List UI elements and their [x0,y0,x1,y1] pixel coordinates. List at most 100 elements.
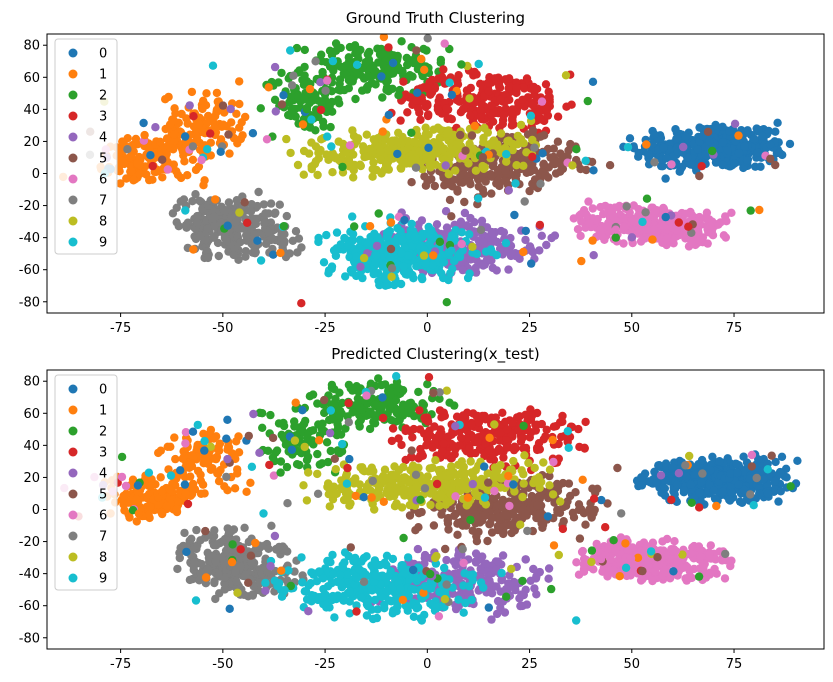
data-point-2 [371,80,380,89]
legend-marker-3 [68,111,78,121]
data-point-0 [588,77,598,87]
data-point-4 [356,262,365,271]
data-point-6 [611,225,620,234]
data-point-2 [409,58,419,68]
data-point-3 [484,87,494,96]
data-point-2 [326,446,335,456]
data-point-0 [785,139,795,149]
data-point-6 [649,225,658,234]
data-point-4 [492,266,501,275]
data-point-1 [156,473,165,482]
data-point-0 [730,159,739,168]
data-point-0 [758,132,767,141]
data-point-7 [476,225,486,235]
data-point-1 [183,171,192,180]
data-point-7 [411,163,421,172]
data-point-1 [118,137,127,146]
data-point-4 [537,231,546,240]
data-point-2 [375,50,385,59]
data-point-8 [369,158,378,167]
legend-marker-5 [68,153,78,163]
data-point-3 [506,108,516,117]
data-point-3 [567,100,576,109]
data-point-9 [409,274,418,283]
data-point-0 [279,91,288,100]
data-point-9 [381,281,390,290]
data-point-0 [734,480,743,489]
data-point-5 [492,179,501,188]
data-point-0 [625,134,635,143]
data-point-4 [516,601,525,611]
data-point-9 [468,248,477,257]
data-point-7 [188,142,198,151]
data-point-3 [399,77,408,86]
data-point-8 [349,173,358,182]
data-point-1 [162,134,172,143]
data-point-6 [706,541,715,550]
data-point-5 [559,152,568,161]
data-point-0 [654,461,663,470]
data-point-0 [650,130,659,139]
data-point-9 [369,269,378,279]
data-point-4 [442,555,451,565]
data-point-7 [291,227,301,236]
data-point-8 [365,144,374,154]
data-point-8 [519,161,528,170]
data-point-1 [191,131,201,141]
data-point-3 [450,428,459,437]
data-point-4 [501,584,511,594]
data-point-0 [424,143,433,152]
data-point-7 [261,239,271,248]
data-point-2 [442,298,451,307]
data-point-7 [236,238,245,247]
data-point-8 [387,272,396,281]
data-point-3 [401,424,411,433]
data-point-5 [551,169,561,178]
data-point-0 [718,138,728,147]
legend-label-4: 4 [99,131,107,146]
data-point-1 [202,118,212,128]
data-point-2 [351,94,360,104]
data-point-5 [445,195,455,205]
data-point-3 [502,425,512,434]
data-point-9 [384,227,394,236]
data-point-8 [370,136,379,145]
data-point-0 [538,149,547,158]
data-point-2 [572,145,581,154]
data-point-9 [399,262,408,271]
data-point-6 [537,97,547,106]
data-point-3 [466,83,475,93]
data-point-3 [472,70,481,79]
data-point-2 [347,75,356,85]
data-point-2 [313,399,322,408]
data-point-7 [203,253,213,263]
legend-marker-4 [68,132,78,142]
data-point-7 [520,197,529,206]
data-point-6 [578,546,587,556]
data-point-2 [335,79,344,89]
data-point-0 [223,221,232,230]
data-point-8 [443,128,452,138]
legend-marker-6 [68,174,78,184]
data-point-9 [307,115,316,124]
data-point-5 [447,212,456,221]
data-point-0 [742,156,752,165]
data-point-2 [382,83,392,92]
data-point-5 [553,137,563,146]
data-point-3 [496,95,505,105]
data-point-5 [423,176,432,186]
data-point-9 [391,236,400,246]
data-point-3 [505,74,514,83]
data-point-1 [648,235,657,244]
data-point-0 [771,457,780,467]
data-point-4 [542,240,551,250]
data-point-1 [386,218,396,227]
x-tick-label: -50 [212,321,233,336]
data-point-9 [428,260,437,270]
data-point-2 [336,43,345,53]
data-point-0 [777,452,787,461]
data-point-1 [470,121,479,131]
data-point-8 [468,144,478,153]
data-point-1 [196,489,206,498]
data-point-2 [338,398,347,408]
